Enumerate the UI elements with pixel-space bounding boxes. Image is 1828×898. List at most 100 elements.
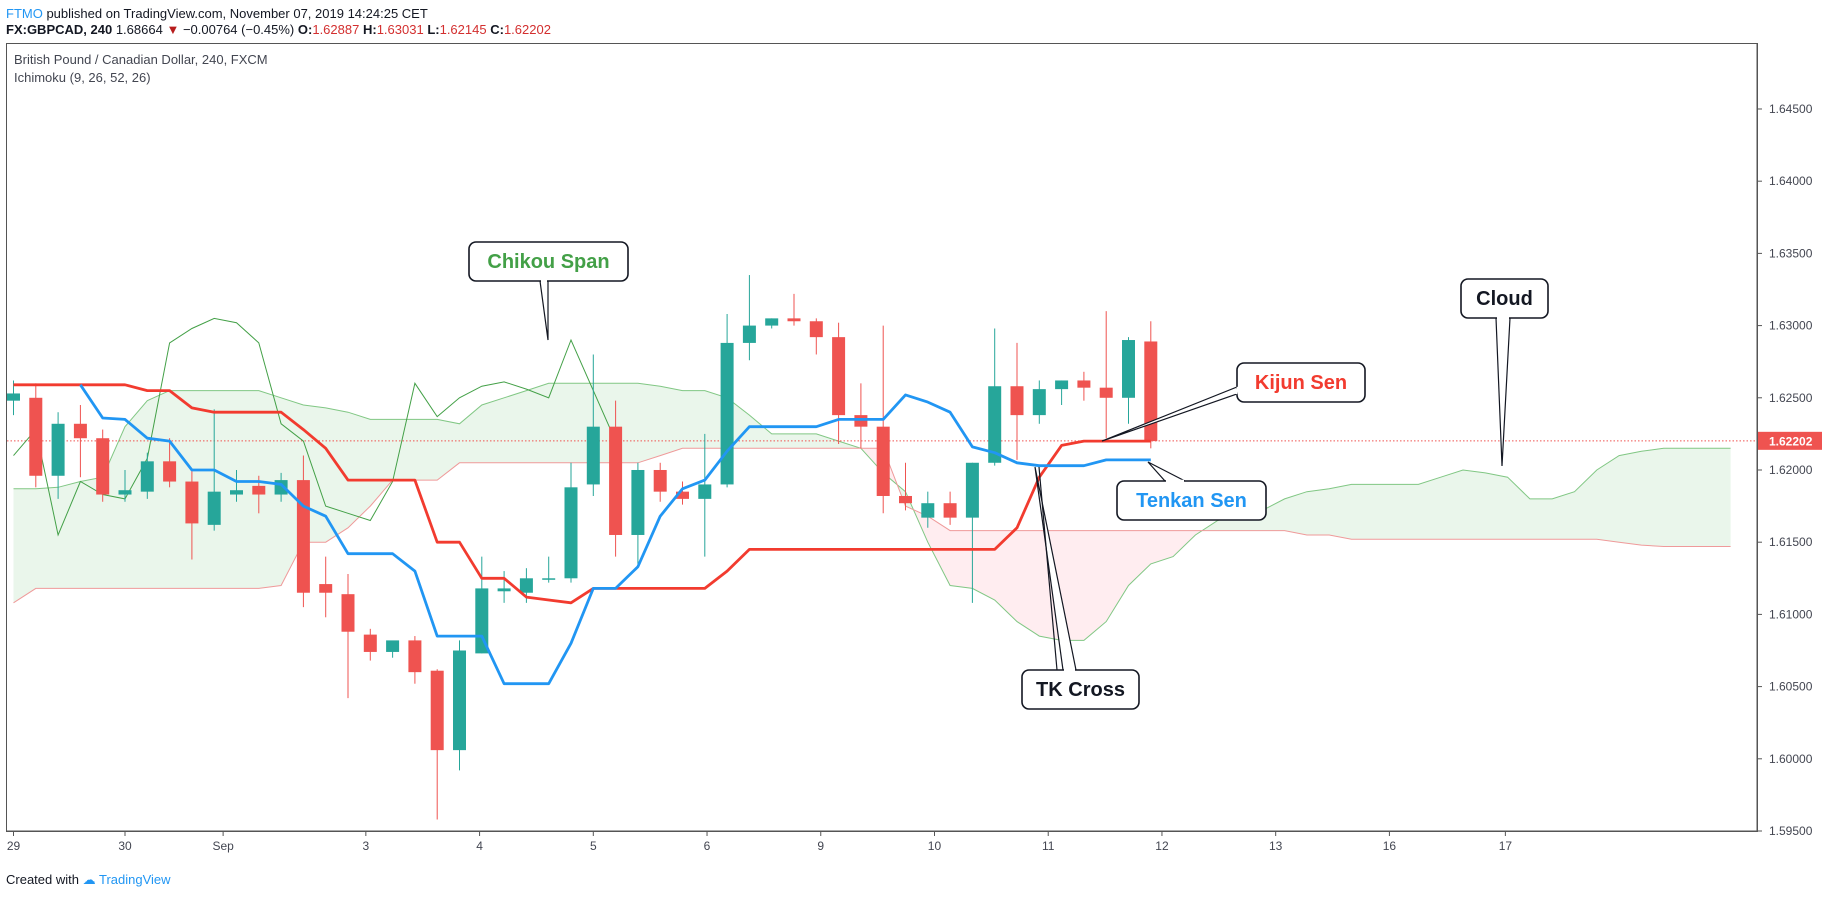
price-tick-label: 1.60000 (1769, 752, 1813, 766)
candle-body (430, 670, 444, 751)
candle (1122, 337, 1135, 424)
high-value: 1.63031 (376, 22, 424, 37)
candle (586, 354, 600, 496)
callout-join (1234, 386, 1240, 395)
candle-body (943, 503, 957, 518)
senkou-span-a-line (13, 382, 1731, 641)
annotation-callout[interactable]: TK Cross (1021, 466, 1140, 710)
callout-label: Kijun Sen (1255, 372, 1347, 394)
ohlc-line: FX:GBPCAD, 240 1.68664 ▼ −0.00764 (−0.45… (6, 22, 551, 38)
candle-body (1144, 341, 1158, 442)
open-label: O: (297, 22, 313, 37)
last-price: 1.68664 (115, 22, 163, 37)
callout-label: Cloud (1476, 288, 1533, 310)
candle-body (965, 462, 979, 518)
candle-body (1122, 340, 1135, 398)
low-value: 1.62145 (439, 22, 487, 37)
candle-body (676, 491, 689, 499)
candle (832, 322, 846, 444)
price-tick-label: 1.62000 (1769, 463, 1813, 477)
candle (787, 293, 801, 326)
candle (542, 556, 556, 583)
price-tick-label: 1.62500 (1769, 391, 1813, 405)
candle-body (854, 415, 868, 427)
price-tick-label: 1.64500 (1769, 102, 1813, 116)
change-value: −0.00764 (−0.45%) (182, 22, 295, 37)
candle-body (7, 393, 20, 401)
candle (118, 469, 132, 502)
tk-cross-pointer-2 (1038, 466, 1058, 671)
close-label: C: (490, 22, 504, 37)
candle (230, 469, 243, 502)
candle (899, 462, 912, 511)
candle-body (988, 386, 1002, 463)
publisher-name[interactable]: FTMO (6, 6, 43, 21)
callout-box (1236, 362, 1366, 403)
tradingview-logo-icon: ☁ (82, 872, 96, 887)
candle-body (742, 325, 756, 343)
annotation-callout[interactable]: Tenkan Sen (1116, 461, 1267, 521)
candle-body (542, 578, 556, 580)
candle-body (296, 480, 310, 593)
last-price-tag-label: 1.62202 (1769, 434, 1813, 448)
time-tick-label: 12 (1155, 839, 1169, 853)
annotation-callout[interactable]: Chikou Span (468, 241, 629, 341)
candle-body (1099, 387, 1113, 398)
candle (1099, 311, 1113, 439)
callout-pointer (539, 280, 549, 341)
candle (742, 275, 756, 361)
cloud-bullish (13, 383, 861, 603)
price-tick-label: 1.63000 (1769, 319, 1813, 333)
candle-body (899, 495, 912, 504)
candle-body (698, 484, 712, 499)
candle (430, 669, 444, 820)
chart-legend-title: British Pound / Canadian Dollar, 240, FX… (14, 52, 268, 67)
candle (319, 556, 333, 618)
candle (453, 640, 466, 771)
low-label: L: (427, 22, 440, 37)
created-with-text: Created with (6, 872, 79, 887)
candle (73, 405, 87, 478)
candle (96, 429, 110, 502)
annotation-callout[interactable]: Kijun Sen (1101, 362, 1366, 442)
candle-body (453, 650, 466, 751)
candle-body (319, 584, 333, 593)
candle (386, 640, 400, 658)
callout-box (468, 241, 629, 282)
chikou-span-line (13, 317, 617, 537)
candle (163, 438, 177, 488)
candle-body (787, 318, 801, 322)
candle-body (876, 426, 890, 496)
annotation-callout[interactable]: Cloud (1460, 278, 1549, 467)
candle-body (408, 640, 422, 673)
time-tick-label: 3 (362, 839, 369, 853)
candle (363, 628, 377, 661)
price-tick-label: 1.63500 (1769, 246, 1813, 260)
candle-body (653, 469, 667, 492)
candle-body (809, 321, 823, 338)
tradingview-brand[interactable]: TradingView (99, 872, 171, 887)
time-tick-label: 6 (704, 839, 711, 853)
candle-body (519, 578, 533, 593)
footer: Created with ☁ TradingView (6, 872, 171, 888)
indicator-legend[interactable]: Ichimoku (9, 26, 52, 26) (14, 70, 151, 85)
candle-body (1032, 389, 1046, 416)
candle-body (1055, 380, 1069, 390)
candle (1010, 342, 1024, 460)
time-tick-label: 29 (7, 839, 21, 853)
close-value: 1.62202 (503, 22, 551, 37)
callout-box (1116, 480, 1267, 521)
publish-line: FTMO published on TradingView.com, Novem… (6, 6, 428, 22)
candle (1077, 371, 1091, 401)
candle-body (832, 337, 846, 416)
candle-body (73, 423, 87, 439)
candle-body (230, 490, 243, 495)
callout-pointer (1495, 317, 1511, 467)
candle-body (1077, 380, 1091, 388)
time-tick-label: 4 (476, 839, 483, 853)
symbol-label: FX:GBPCAD, 240 (6, 22, 113, 37)
candle (7, 380, 20, 416)
candle-body (163, 461, 177, 482)
candle-body (341, 594, 355, 632)
